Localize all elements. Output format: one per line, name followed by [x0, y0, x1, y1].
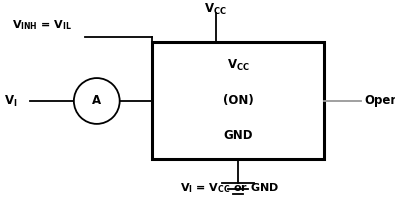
Bar: [152, 42, 324, 159]
Ellipse shape: [74, 78, 120, 124]
Text: $\mathbf{V_I}$ = $\mathbf{V_{CC}}$ or GND: $\mathbf{V_I}$ = $\mathbf{V_{CC}}$ or GN…: [181, 181, 280, 195]
Text: $\mathbf{V_I}$: $\mathbf{V_I}$: [4, 93, 17, 109]
Text: (ON): (ON): [223, 94, 253, 107]
Text: $\mathbf{V_{INH}}$ = $\mathbf{V_{IL}}$: $\mathbf{V_{INH}}$ = $\mathbf{V_{IL}}$: [12, 18, 72, 32]
Text: $\mathbf{V_{CC}}$: $\mathbf{V_{CC}}$: [204, 2, 227, 17]
Text: GND: GND: [223, 129, 253, 142]
Text: A: A: [92, 94, 102, 108]
Text: Open: Open: [365, 94, 395, 108]
Text: $\mathbf{V_{CC}}$: $\mathbf{V_{CC}}$: [227, 58, 249, 73]
